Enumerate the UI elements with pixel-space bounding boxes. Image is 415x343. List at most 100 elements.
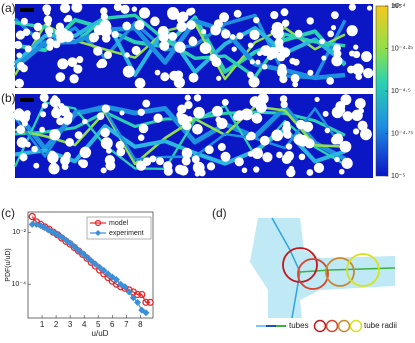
grain (174, 41, 186, 53)
grain (69, 74, 79, 84)
grain (346, 25, 358, 37)
grain (366, 5, 373, 11)
grain (20, 17, 28, 25)
x-tick-label: 8 (138, 320, 143, 329)
grain (159, 40, 170, 51)
grain (363, 55, 370, 62)
data-point (91, 260, 99, 268)
grain (282, 129, 292, 139)
grain (149, 155, 157, 163)
grain (142, 99, 151, 108)
grain (21, 120, 28, 127)
grain (249, 59, 255, 65)
x-tick-label: 1 (40, 320, 45, 329)
grain (262, 152, 273, 163)
scale-bar (20, 98, 34, 102)
grain (79, 146, 92, 159)
grain (313, 162, 325, 174)
grain (186, 8, 194, 16)
grain (193, 106, 205, 119)
grain (45, 20, 52, 27)
panel-label: (c) (1, 206, 15, 220)
legend-text: tubes (289, 321, 309, 330)
grain (280, 8, 289, 17)
grain (192, 123, 203, 135)
grain (19, 153, 28, 162)
x-tick-label: 2 (54, 320, 59, 329)
grain (285, 143, 293, 150)
grain (307, 69, 314, 76)
grain (134, 20, 145, 31)
tube-radius (325, 257, 355, 287)
grain (13, 40, 23, 50)
x-axis-label: u/uD (92, 329, 109, 338)
grain (338, 168, 345, 175)
grain (327, 30, 335, 38)
grain (219, 12, 230, 23)
data-point (138, 290, 146, 299)
grain (163, 166, 173, 176)
grain (103, 50, 112, 59)
grain (321, 55, 327, 61)
grain (247, 131, 256, 141)
data-point (129, 294, 137, 302)
grain (137, 108, 145, 116)
grain (67, 57, 78, 68)
grain (18, 111, 30, 123)
legend-circle (349, 319, 363, 333)
grain (181, 147, 193, 159)
colorbar-unit: m/s (392, 4, 402, 10)
grain (233, 9, 242, 18)
grain (348, 50, 356, 57)
grain (331, 106, 344, 119)
grain (247, 71, 254, 79)
data-point (104, 270, 112, 278)
grain (188, 72, 199, 83)
grain (221, 29, 231, 39)
grain (16, 137, 28, 148)
grain (119, 110, 125, 116)
grain (160, 72, 170, 82)
scale-bar (20, 8, 34, 12)
grain (241, 167, 248, 174)
grain (193, 94, 202, 102)
legend-circle (325, 319, 339, 333)
legend-text: model (109, 220, 129, 227)
data-point (125, 288, 133, 296)
grain (131, 45, 141, 55)
grain (251, 147, 263, 160)
colorbar-tick-label: 10⁻⁵ (391, 173, 405, 180)
grain (334, 156, 340, 163)
grain (306, 169, 314, 176)
grain (331, 55, 343, 67)
grain (279, 47, 291, 58)
grain (33, 162, 40, 169)
grain (44, 9, 51, 16)
grain (153, 113, 163, 123)
grain (177, 104, 187, 114)
grain (59, 2, 71, 14)
grain (100, 12, 108, 21)
grain (100, 127, 110, 138)
grain (249, 29, 260, 40)
grain (216, 75, 222, 81)
grain (341, 157, 353, 169)
grain (363, 68, 374, 79)
grain (194, 171, 200, 177)
grain (156, 157, 165, 166)
grain (71, 1, 83, 13)
flow-fields (13, 1, 374, 178)
data-point (28, 212, 36, 221)
grain (357, 120, 368, 131)
grain (330, 25, 337, 31)
grain (181, 156, 191, 166)
grain (229, 34, 236, 40)
grain (182, 121, 192, 131)
grain (33, 22, 43, 32)
grain (289, 57, 296, 65)
x-tick-label: 4 (82, 320, 87, 329)
grain (204, 145, 214, 155)
grain (330, 11, 339, 20)
grain (179, 167, 187, 175)
grain (24, 45, 32, 53)
